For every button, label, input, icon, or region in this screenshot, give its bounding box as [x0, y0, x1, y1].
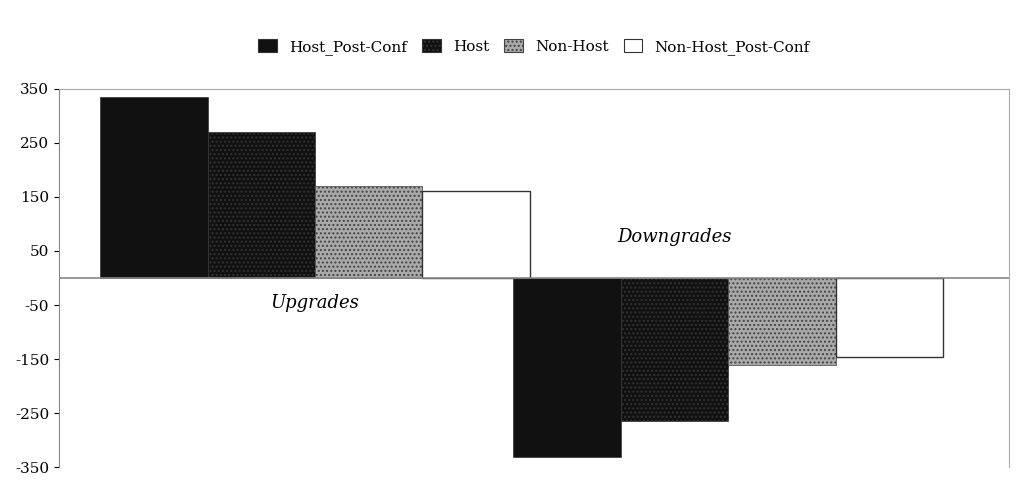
Bar: [100, 97, 208, 278]
Bar: [621, 278, 728, 421]
Text: Upgrades: Upgrades: [270, 294, 359, 312]
Bar: [728, 278, 836, 365]
Bar: [423, 191, 529, 278]
Text: Downgrades: Downgrades: [617, 228, 732, 246]
Bar: [315, 186, 423, 278]
Bar: [513, 278, 621, 457]
Legend: Host_Post-Conf, Host, Non-Host, Non-Host_Post-Conf: Host_Post-Conf, Host, Non-Host, Non-Host…: [258, 39, 810, 55]
Bar: [208, 132, 315, 278]
Bar: [836, 278, 943, 356]
